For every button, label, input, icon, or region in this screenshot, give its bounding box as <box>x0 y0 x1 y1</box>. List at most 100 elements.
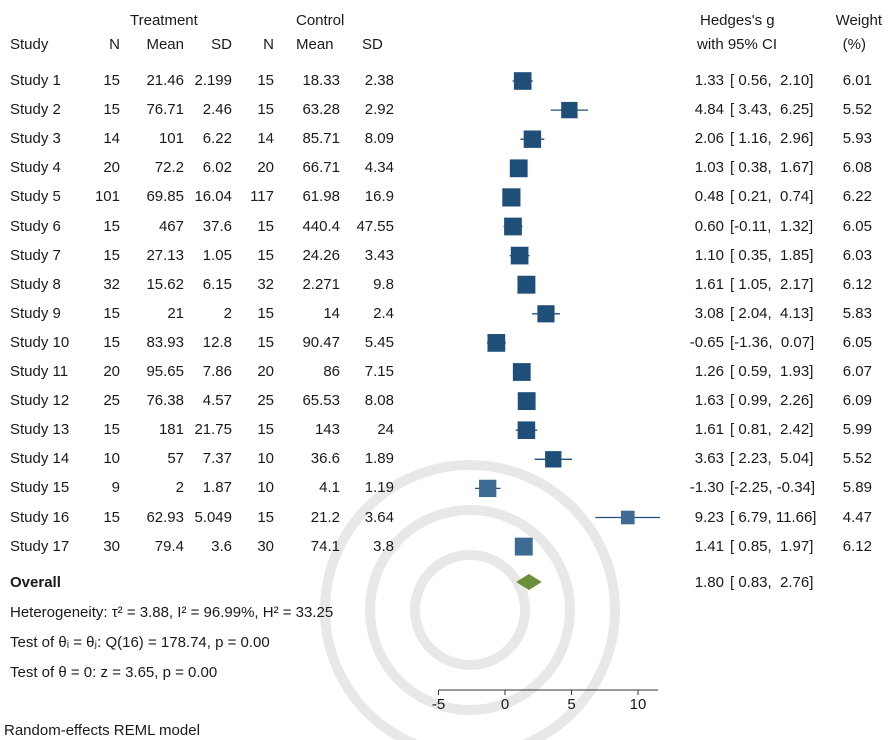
treatment-mean: 72.2 <box>154 159 184 177</box>
control-mean: 66.71 <box>302 159 340 177</box>
study-name: Study 1 <box>10 72 61 89</box>
control-n: 15 <box>257 101 274 119</box>
effect-marker <box>513 72 532 90</box>
control-sd: 8.08 <box>364 392 394 410</box>
effect-size: 1.10 <box>694 246 724 264</box>
header-control-n: N <box>263 36 274 53</box>
confidence-interval: [ 6.79, 11.66] <box>730 508 817 526</box>
treatment-mean: 79.4 <box>154 537 184 555</box>
control-sd: 24 <box>377 421 394 439</box>
overall-g: 1.80 <box>694 574 724 591</box>
treatment-mean: 69.85 <box>146 188 184 206</box>
confidence-interval: [-0.11, 1.32] <box>730 217 814 235</box>
effect-marker <box>504 217 522 236</box>
confidence-interval: [ 1.16, 2.96] <box>730 130 814 148</box>
confidence-interval: [ 0.81, 2.42] <box>730 421 814 439</box>
control-sd: 9.8 <box>373 275 394 293</box>
effect-size: 1.61 <box>694 275 724 293</box>
effect-marker <box>510 246 529 265</box>
control-n: 20 <box>257 159 274 177</box>
control-n: 15 <box>257 508 274 526</box>
control-mean: 4.1 <box>319 479 340 497</box>
study-name: Study 16 <box>10 508 70 526</box>
treatment-n: 15 <box>103 72 120 89</box>
control-mean: 24.26 <box>302 246 340 264</box>
study-name: Study 11 <box>10 363 69 380</box>
effect-marker <box>512 363 531 381</box>
control-sd: 3.8 <box>373 537 394 555</box>
effect-marker <box>517 275 536 294</box>
treatment-n: 15 <box>103 217 120 235</box>
header-weight-line1: Weight <box>835 12 882 29</box>
header-control-sd: SD <box>362 36 383 53</box>
study-name: Study 6 <box>10 217 61 235</box>
effect-marker <box>620 510 635 525</box>
effect-size: -0.65 <box>689 333 724 351</box>
weight-value: 5.93 <box>842 130 872 148</box>
control-sd: 5.45 <box>364 333 394 351</box>
treatment-mean: 181 <box>158 421 184 439</box>
control-n: 117 <box>250 188 274 206</box>
control-sd: 2.4 <box>373 304 394 322</box>
confidence-interval: [ 0.21, 0.74] <box>730 188 814 206</box>
control-sd: 1.89 <box>364 450 394 468</box>
overall-label: Overall <box>10 574 61 591</box>
weight-value: 6.07 <box>842 363 872 380</box>
study-name: Study 10 <box>10 333 70 351</box>
control-sd: 8.09 <box>364 130 394 148</box>
header-study: Study <box>10 36 49 53</box>
treatment-n: 15 <box>103 508 120 526</box>
control-n: 15 <box>257 72 274 89</box>
heterogeneity-note: Heterogeneity: τ² = 3.88, I² = 96.99%, H… <box>10 604 334 621</box>
x-tick-label: 0 <box>501 696 509 713</box>
study-name: Study 8 <box>10 275 61 293</box>
study-name: Study 14 <box>10 450 70 468</box>
control-n: 15 <box>257 333 274 351</box>
control-n: 15 <box>257 421 274 439</box>
treatment-mean: 83.93 <box>146 333 184 351</box>
control-mean: 65.53 <box>302 392 340 410</box>
x-tick-label: -5 <box>432 696 445 713</box>
control-n: 30 <box>257 537 274 555</box>
treatment-sd: 12.8 <box>202 333 232 351</box>
confidence-interval: [ 1.05, 2.17] <box>730 275 814 293</box>
control-sd: 2.92 <box>364 101 394 119</box>
treatment-sd: 7.37 <box>202 450 232 468</box>
control-sd: 7.15 <box>364 363 394 380</box>
effect-size: 1.63 <box>694 392 724 410</box>
treatment-mean: 57 <box>167 450 184 468</box>
effect-size: 3.63 <box>694 450 724 468</box>
treatment-sd: 16.04 <box>194 188 232 206</box>
control-n: 10 <box>257 450 274 468</box>
control-mean: 61.98 <box>302 188 340 206</box>
treatment-n: 9 <box>111 479 120 497</box>
treatment-n: 15 <box>103 304 120 322</box>
treatment-n: 20 <box>103 363 120 380</box>
control-n: 25 <box>257 392 274 410</box>
weight-value: 6.05 <box>842 333 872 351</box>
x-tick-label: 10 <box>630 696 647 713</box>
effect-marker <box>523 130 542 148</box>
header-treatment-n: N <box>109 36 120 53</box>
control-mean: 90.47 <box>302 333 340 351</box>
control-sd: 47.55 <box>356 217 394 235</box>
treatment-mean: 21.46 <box>146 72 184 89</box>
study-name: Study 3 <box>10 130 61 148</box>
header-effect-line1: Hedges's g <box>700 12 775 29</box>
control-sd: 1.19 <box>364 479 394 497</box>
control-n: 15 <box>257 246 274 264</box>
confidence-interval: [ 0.56, 2.10] <box>730 72 814 89</box>
treatment-mean: 62.93 <box>146 508 184 526</box>
effect-size: 1.61 <box>694 421 724 439</box>
effect-marker <box>509 159 528 178</box>
control-mean: 36.6 <box>310 450 340 468</box>
header-control-mean: Mean <box>296 36 334 53</box>
header-weight-line2: (%) <box>842 36 866 53</box>
control-sd: 4.34 <box>364 159 394 177</box>
treatment-n: 25 <box>103 392 120 410</box>
control-n: 10 <box>257 479 274 497</box>
study-name: Study 2 <box>10 101 61 119</box>
treatment-mean: 15.62 <box>146 275 184 293</box>
effect-marker <box>517 421 536 439</box>
